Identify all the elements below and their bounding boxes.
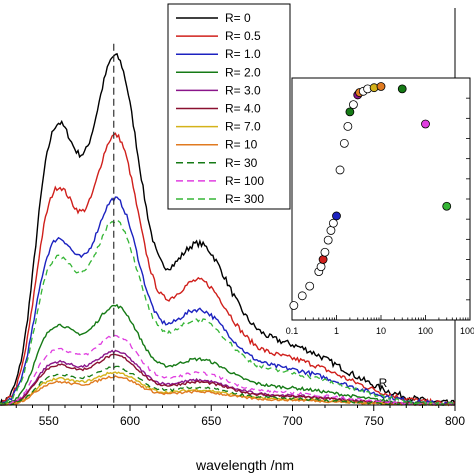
inset-point-11 <box>335 165 345 175</box>
inset-x-tick-label: 10 <box>376 326 386 336</box>
x-tick-label: 600 <box>120 414 140 428</box>
inset-x-tick-label: 0.1 <box>286 326 299 336</box>
legend-label-2: R= 1.0 <box>225 47 261 61</box>
series-line-10 <box>0 219 455 407</box>
series-line-9 <box>0 334 455 406</box>
x-tick-label: 550 <box>39 414 59 428</box>
inset-point-22 <box>397 84 407 94</box>
legend-label-9: R= 100 <box>225 174 264 188</box>
inset-point-13 <box>343 122 353 131</box>
inset-point-2 <box>305 281 315 291</box>
inset-point-10 <box>332 211 341 221</box>
inset-point-15 <box>349 100 358 110</box>
legend-label-8: R= 30 <box>225 156 258 170</box>
inset-point-24 <box>442 201 452 211</box>
inset-point-14 <box>345 107 355 117</box>
inset-axes: 0.1 1 10 100 1000 <box>286 77 474 336</box>
main-plot: 550 600 650 700 750 800 wavelength /nm <box>0 8 465 473</box>
legend-label-3: R= 2.0 <box>225 65 261 79</box>
inset-point-4 <box>316 262 326 272</box>
legend-label-1: R= 0.5 <box>225 29 261 43</box>
legend-label-6: R= 7.0 <box>225 120 261 134</box>
legend-label-7: R= 10 <box>225 138 258 152</box>
spectra-lines <box>0 52 456 407</box>
x-tick-label: 650 <box>201 414 221 428</box>
legend-label-0: R= 0 <box>225 11 251 25</box>
inset-point-7 <box>323 235 333 245</box>
inset-x-tick-label: 1 <box>334 326 339 336</box>
inset-point-8 <box>326 226 336 235</box>
legend-label-5: R= 4.0 <box>225 102 261 116</box>
series-line-2 <box>0 196 456 406</box>
x-axis-title: wavelength /nm <box>195 457 294 473</box>
x-tick-label: 700 <box>282 414 302 428</box>
legend-label-10: R= 300 <box>225 192 264 206</box>
legend-box <box>167 3 291 210</box>
legend-label-4: R= 3.0 <box>225 83 261 97</box>
inset-frame <box>291 77 471 321</box>
inset-points <box>289 82 452 310</box>
series-line-8 <box>0 365 456 406</box>
inset-plot: 0.1 1 10 100 1000 R <box>286 77 474 390</box>
inset-point-9 <box>328 218 338 228</box>
inset-point-23 <box>421 119 430 129</box>
x-tick-label: 800 <box>445 414 465 428</box>
inset-point-12 <box>339 138 349 148</box>
x-tick-label: 750 <box>364 414 384 428</box>
legend: R= 0 R= 0.5 R= 1.0 R= 2.0 R= 3.0 R= 4.0 R= 7.0… <box>167 3 291 210</box>
inset-x-axis-title: R <box>379 376 388 390</box>
inset-point-1 <box>297 291 307 301</box>
inset-x-tick-label: 1000 <box>460 326 474 336</box>
inset-point-5 <box>318 255 328 264</box>
series-line-0 <box>0 52 456 406</box>
inset-point-21 <box>376 82 386 91</box>
series-line-1 <box>0 132 456 407</box>
inset-point-0 <box>289 301 299 310</box>
inset-x-tick-label: 100 <box>418 326 433 336</box>
inset-point-6 <box>320 247 330 257</box>
